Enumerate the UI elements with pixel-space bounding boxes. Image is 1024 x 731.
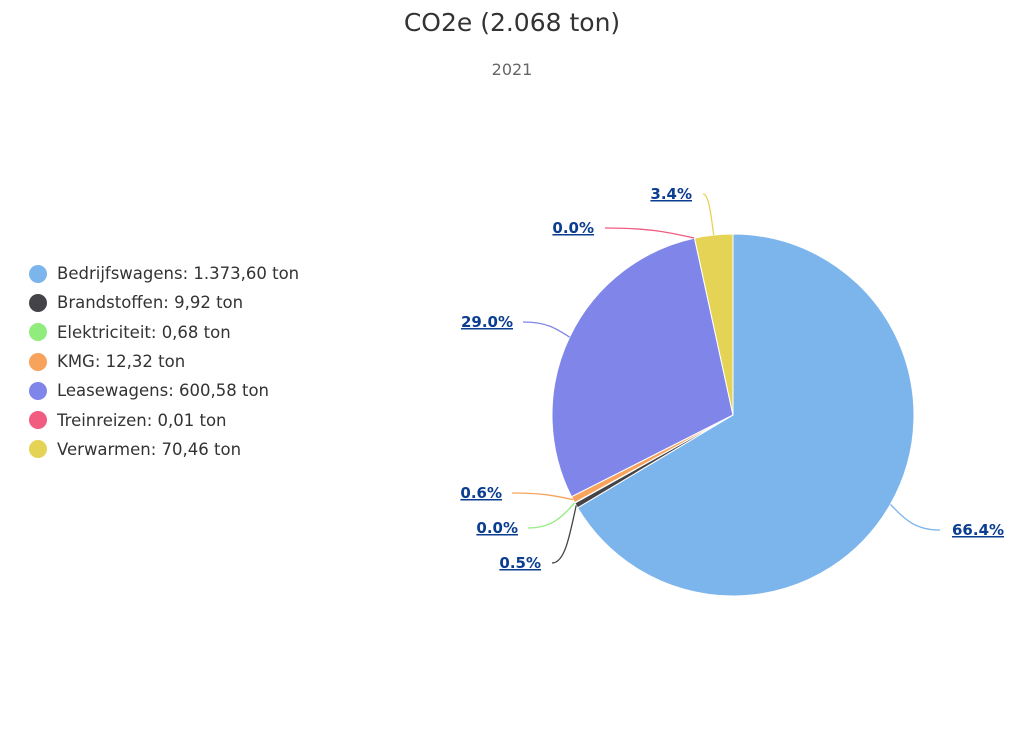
legend-item-bedrijfswagens[interactable]: Bedrijfswagens: 1.373,60 ton <box>29 259 299 288</box>
legend-item-verwarmen[interactable]: Verwarmen: 70,46 ton <box>29 435 299 464</box>
legend-swatch-icon <box>29 323 47 342</box>
data-label-verwarmen[interactable]: 3.4% <box>650 185 692 203</box>
data-label-elektriciteit[interactable]: 0.0% <box>476 519 518 537</box>
legend-label: Bedrijfswagens: 1.373,60 ton <box>57 264 300 284</box>
connector-line-verwarmen <box>702 193 715 236</box>
legend-label: KMG: 12,32 ton <box>57 352 186 372</box>
connector-line-brandstoffen <box>551 505 577 564</box>
chart-subtitle: 2021 <box>491 60 533 79</box>
data-label-bedrijfswagens[interactable]: 66.4% <box>952 521 1004 539</box>
legend-item-elektriciteit[interactable]: Elektriciteit: 0,68 ton <box>29 318 299 347</box>
legend-item-kmg[interactable]: KMG: 12,32 ton <box>29 347 299 376</box>
connector-line-kmg <box>511 492 574 501</box>
data-label-brandstoffen[interactable]: 0.5% <box>499 554 541 572</box>
legend-swatch-icon <box>29 264 47 283</box>
chart-title: CO2e (2.068 ton) <box>403 8 621 37</box>
legend-swatch-icon <box>29 381 47 400</box>
connector-line-treinreizen <box>604 227 695 239</box>
legend-swatch-icon <box>29 411 47 430</box>
legend-item-brandstoffen[interactable]: Brandstoffen: 9,92 ton <box>29 288 299 317</box>
legend-item-leasewagens[interactable]: Leasewagens: 600,58 ton <box>29 376 299 405</box>
legend-swatch-icon <box>29 440 47 459</box>
pie-slice-bedrijfswagens[interactable] <box>577 233 915 597</box>
legend-swatch-icon <box>29 293 47 312</box>
legend-swatch-icon <box>29 352 47 371</box>
legend-label: Leasewagens: 600,58 ton <box>57 381 270 401</box>
legend-item-treinreizen[interactable]: Treinreizen: 0,01 ton <box>29 405 299 434</box>
connector-line-leasewagens <box>522 321 570 338</box>
legend-label: Brandstoffen: 9,92 ton <box>57 293 244 313</box>
data-label-treinreizen[interactable]: 0.0% <box>552 219 594 237</box>
connector-line-elektriciteit <box>527 502 576 529</box>
chart-legend: Bedrijfswagens: 1.373,60 ton Brandstoffe… <box>29 259 299 464</box>
data-label-leasewagens[interactable]: 29.0% <box>461 313 513 331</box>
pie-slice-verwarmen[interactable] <box>694 233 734 416</box>
connector-line-bedrijfswagens <box>889 503 941 531</box>
legend-label: Elektriciteit: 0,68 ton <box>57 322 231 342</box>
data-label-kmg[interactable]: 0.6% <box>460 484 502 502</box>
legend-label: Treinreizen: 0,01 ton <box>57 410 227 430</box>
legend-label: Verwarmen: 70,46 ton <box>57 439 242 459</box>
